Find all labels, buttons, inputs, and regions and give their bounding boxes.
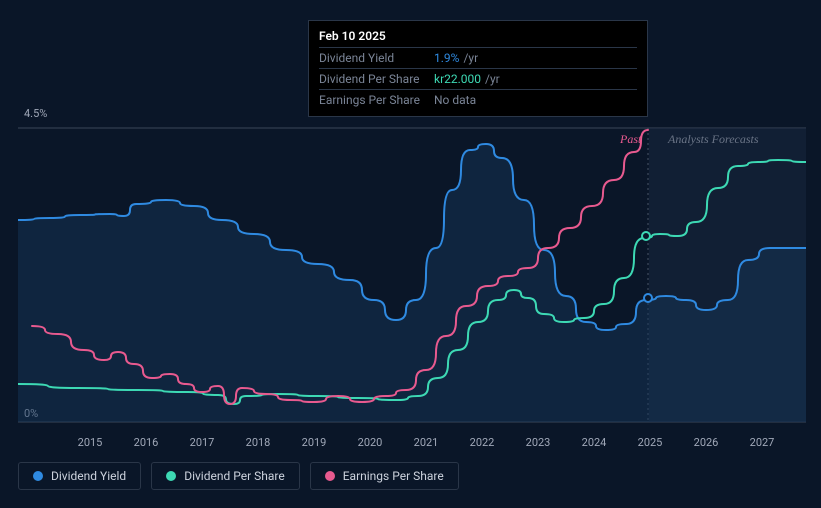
tooltip-row: Earnings Per ShareNo data	[319, 89, 637, 110]
legend-swatch	[33, 471, 43, 481]
legend-label: Earnings Per Share	[343, 469, 444, 483]
legend-item[interactable]: Earnings Per Share	[310, 462, 459, 490]
legend-swatch	[325, 471, 335, 481]
x-tick: 2025	[638, 436, 663, 449]
tooltip-row: Dividend Yield1.9%/yr	[319, 47, 637, 68]
x-tick: 2019	[302, 436, 327, 449]
x-tick: 2022	[470, 436, 495, 449]
x-tick: 2023	[526, 436, 551, 449]
x-tick: 2024	[582, 436, 607, 449]
legend-swatch	[166, 471, 176, 481]
x-tick: 2018	[246, 436, 271, 449]
legend: Dividend Yield Dividend Per Share Earnings…	[18, 462, 459, 490]
x-tick: 2017	[190, 436, 215, 449]
tooltip-label: Dividend Yield	[319, 51, 434, 65]
legend-label: Dividend Yield	[51, 469, 126, 483]
x-tick: 2021	[414, 436, 439, 449]
tooltip-row: Dividend Per Sharekr22.000/yr	[319, 68, 637, 89]
past-label: Past	[620, 132, 641, 147]
x-tick: 2016	[134, 436, 159, 449]
tooltip-value: No data	[434, 93, 476, 107]
chart-plot	[18, 100, 806, 430]
chart-area: 4.5% 0% Past Analysts Forecasts 20152016…	[18, 100, 806, 450]
forecast-label: Analysts Forecasts	[668, 132, 759, 147]
x-tick: 2020	[358, 436, 383, 449]
x-tick: 2027	[750, 436, 775, 449]
tooltip-value: kr22.000/yr	[434, 72, 500, 86]
tooltip-label: Earnings Per Share	[319, 93, 434, 107]
tooltip-value: 1.9%/yr	[434, 51, 478, 65]
tooltip-panel: Feb 10 2025 Dividend Yield1.9%/yrDividen…	[308, 20, 648, 117]
legend-item[interactable]: Dividend Yield	[18, 462, 141, 490]
tooltip-label: Dividend Per Share	[319, 72, 434, 86]
legend-label: Dividend Per Share	[184, 469, 285, 483]
tooltip-date: Feb 10 2025	[319, 27, 637, 47]
legend-item[interactable]: Dividend Per Share	[151, 462, 300, 490]
x-tick: 2015	[78, 436, 103, 449]
x-tick: 2026	[694, 436, 719, 449]
